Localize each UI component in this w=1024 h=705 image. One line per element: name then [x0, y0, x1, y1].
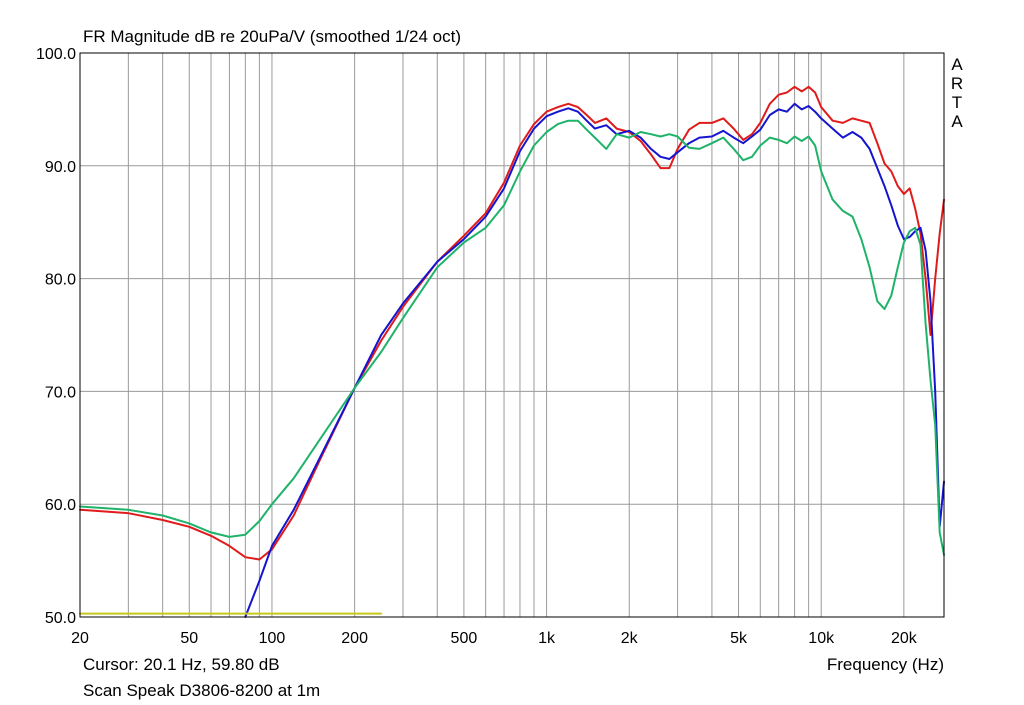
series-lines: [79, 85, 945, 618]
plot-frame: [79, 52, 945, 618]
blue-response-curve: [244, 102, 945, 618]
y-tick-label: 60.0: [45, 497, 76, 514]
axis-tick-labels: 20 50 100 200 500 1k 2k 5k 10k 20k 50.0 60.0 70.0 80.…: [36, 46, 918, 647]
x-tick-label: 500: [451, 630, 478, 647]
watermark-letter: A: [951, 112, 963, 131]
y-tick-label: 50.0: [45, 610, 76, 627]
y-tick-label: 70.0: [45, 384, 76, 401]
cursor-readout: Cursor: 20.1 Hz, 59.80 dB: [83, 655, 280, 674]
x-tick-label: 1k: [538, 630, 556, 647]
chart-title: FR Magnitude dB re 20uPa/V (smoothed 1/2…: [83, 27, 461, 46]
arta-watermark: A R T A: [948, 55, 966, 131]
x-tick-label: 5k: [730, 630, 748, 647]
green-response-curve: [79, 119, 945, 556]
watermark-letter: T: [951, 93, 963, 112]
x-tick-label: 2k: [621, 630, 639, 647]
red-response-curve: [79, 85, 945, 561]
x-tick-label: 100: [259, 630, 286, 647]
x-tick-label: 50: [180, 630, 198, 647]
x-tick-label: 20: [71, 630, 89, 647]
measurement-caption: Scan Speak D3806-8200 at 1m: [83, 681, 321, 700]
y-tick-label: 90.0: [45, 159, 76, 176]
watermark-letter: R: [950, 74, 964, 93]
x-tick-label: 10k: [808, 630, 835, 647]
y-tick-label: 100.0: [36, 46, 76, 63]
watermark-letter: A: [951, 55, 963, 74]
x-tick-label: 20k: [891, 630, 918, 647]
y-tick-label: 80.0: [45, 272, 76, 289]
x-tick-label: 200: [341, 630, 368, 647]
x-axis-label: Frequency (Hz): [826, 655, 944, 674]
